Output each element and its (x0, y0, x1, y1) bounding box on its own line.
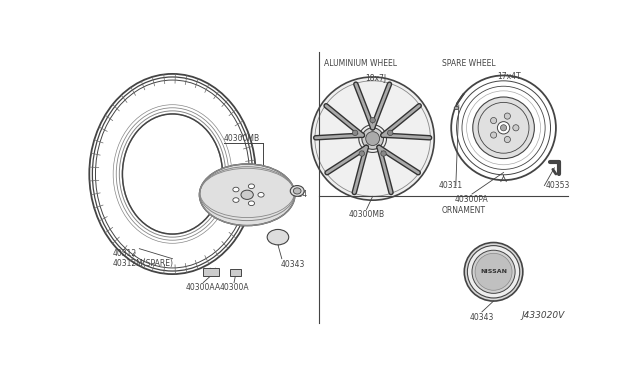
Circle shape (362, 128, 383, 150)
Circle shape (370, 118, 375, 123)
Circle shape (467, 246, 520, 298)
Text: 40353: 40353 (545, 181, 570, 190)
Text: SPARE WHEEL: SPARE WHEEL (442, 58, 495, 67)
Ellipse shape (293, 188, 301, 194)
Circle shape (475, 253, 512, 290)
Circle shape (513, 125, 519, 131)
Text: 40224: 40224 (284, 190, 308, 199)
Circle shape (353, 130, 358, 135)
Bar (204, 268, 219, 276)
Ellipse shape (454, 106, 459, 109)
Text: 40300A: 40300A (220, 283, 249, 292)
Text: 40343: 40343 (280, 260, 305, 269)
Circle shape (311, 77, 435, 200)
Circle shape (472, 250, 515, 294)
Text: 17x4T: 17x4T (497, 71, 521, 81)
Text: 40343: 40343 (470, 312, 494, 322)
Circle shape (359, 151, 365, 156)
Ellipse shape (200, 164, 295, 225)
Circle shape (504, 113, 511, 119)
Text: 40300MB: 40300MB (348, 210, 385, 219)
Text: 40300AA: 40300AA (186, 283, 221, 292)
Circle shape (381, 151, 386, 156)
Text: 40311: 40311 (439, 181, 463, 190)
Text: 40312
40312M(SPARE): 40312 40312M(SPARE) (113, 249, 173, 268)
Ellipse shape (233, 198, 239, 202)
Ellipse shape (258, 192, 264, 197)
Circle shape (473, 97, 534, 158)
Ellipse shape (241, 190, 253, 199)
Ellipse shape (248, 184, 255, 189)
Circle shape (490, 132, 497, 138)
Ellipse shape (233, 187, 239, 192)
Circle shape (504, 137, 511, 142)
Circle shape (388, 130, 393, 135)
Text: ORNAMENT: ORNAMENT (442, 206, 486, 215)
Text: 40300MB: 40300MB (224, 134, 260, 143)
Ellipse shape (267, 230, 289, 245)
Text: ALUMINIUM WHEEL: ALUMINIUM WHEEL (324, 58, 397, 67)
Ellipse shape (291, 186, 304, 196)
Bar (230, 269, 241, 276)
Text: 18x7J: 18x7J (365, 74, 387, 83)
Circle shape (490, 118, 497, 124)
Circle shape (500, 125, 507, 131)
Circle shape (497, 122, 509, 134)
Circle shape (464, 243, 523, 301)
Text: 40300PA: 40300PA (455, 195, 489, 204)
Text: NISSAN: NISSAN (480, 269, 507, 274)
Ellipse shape (248, 201, 255, 206)
Text: J433020V: J433020V (522, 311, 565, 320)
Circle shape (365, 132, 380, 145)
